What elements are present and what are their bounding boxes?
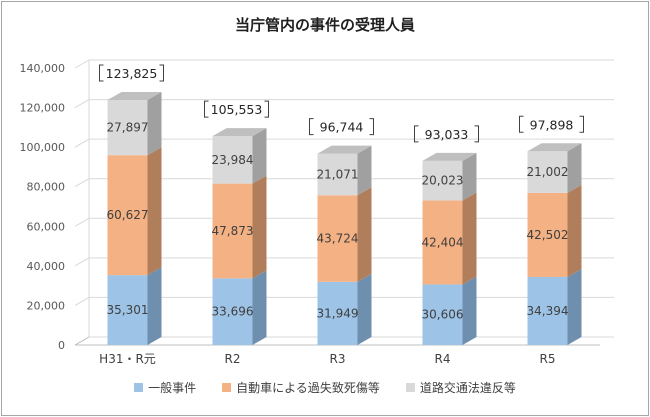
legend-item-series-1: 自動車による過失致死傷等 [222, 379, 380, 396]
bar-top-face [212, 128, 267, 137]
total-bracket-left [414, 125, 419, 143]
legend-swatch [134, 383, 144, 392]
bar-segment-side [357, 187, 372, 282]
bar-segment [527, 192, 568, 277]
data-label: 21,002 [527, 165, 569, 179]
bar-segment-side [567, 268, 582, 345]
total-bracket-left [204, 100, 209, 118]
bar-segment-side [462, 152, 477, 201]
total-bracket-right [369, 118, 374, 136]
bar-segment [317, 153, 358, 196]
bar-segment-side [357, 145, 372, 196]
chart-title: 当庁管内の事件の受理人員 [234, 16, 415, 34]
legend-label: 道路交通法違反等 [419, 381, 516, 395]
bar-segment [317, 195, 358, 282]
gridline-depth [74, 217, 90, 227]
bar-segment-side [357, 273, 372, 345]
bar-segment [422, 284, 463, 345]
total-bracket-right [474, 125, 479, 143]
total-bracket-right [579, 115, 584, 133]
bar-segment [527, 276, 568, 345]
bar-segment [212, 278, 253, 345]
bar-segment [212, 183, 253, 279]
x-tick-label: R4 [435, 352, 451, 366]
legend-swatch [222, 383, 232, 392]
data-label: 35,301 [107, 303, 149, 317]
gridline-depth [74, 138, 90, 148]
data-label: 27,897 [107, 121, 149, 135]
gridline-depth [74, 178, 90, 188]
legend-item-series-2: 道路交通法違反等 [405, 379, 516, 396]
x-tick-label: R3 [330, 352, 346, 366]
bar-top-face [317, 145, 372, 154]
bar-segment-side [252, 128, 267, 184]
total-bracket-left [309, 118, 314, 136]
bar-segment [422, 160, 463, 201]
bar-segment-side [567, 143, 582, 193]
y-tick-label: 80,000 [27, 181, 66, 194]
gridline-depth [74, 59, 90, 69]
total-label: 105,553 [211, 102, 263, 117]
bar-segment [107, 155, 148, 276]
bar-segment [317, 281, 358, 345]
data-label: 33,696 [212, 305, 254, 319]
legend-label: 一般事件 [148, 381, 197, 395]
floor-depth [74, 336, 90, 346]
gridline-depth [74, 296, 90, 306]
data-label: 47,873 [212, 224, 254, 238]
data-label: 42,502 [527, 228, 569, 242]
bar-segment-side [567, 184, 582, 277]
bar-segment [422, 200, 463, 285]
total-label: 96,744 [320, 120, 364, 135]
data-label: 30,606 [422, 308, 464, 322]
gridline-depth [74, 257, 90, 267]
bar-segment-side [147, 92, 162, 156]
data-label: 34,394 [527, 304, 569, 318]
x-tick-label: H31・R元 [99, 352, 156, 366]
gridline-depth [74, 99, 90, 109]
y-tick-label: 60,000 [27, 220, 66, 233]
data-label: 31,949 [317, 306, 359, 320]
y-tick-label: 40,000 [27, 260, 66, 273]
bar-segment-side [147, 147, 162, 276]
total-bracket-right [159, 64, 164, 82]
y-tick-label: 0 [58, 339, 65, 352]
data-label: 43,724 [317, 232, 359, 246]
bar-segment-side [462, 276, 477, 345]
bar-segment [527, 151, 568, 193]
legend: 一般事件 自動車による過失致死傷等 道路交通法違反等 [0, 379, 650, 396]
data-label: 20,023 [422, 174, 464, 188]
legend-label: 自動車による過失致死傷等 [236, 381, 380, 395]
x-tick-label: R2 [225, 352, 241, 366]
data-label: 42,404 [422, 235, 464, 249]
data-label: 21,071 [317, 167, 359, 181]
y-tick-label: 120,000 [20, 102, 66, 115]
legend-item-series-0: 一般事件 [134, 379, 196, 396]
data-label: 23,984 [212, 153, 254, 167]
y-tick-label: 20,000 [27, 299, 66, 312]
total-bracket-right [264, 100, 269, 118]
bar-segment-side [147, 267, 162, 345]
total-bracket-left [99, 64, 104, 82]
legend-swatch [405, 383, 415, 392]
bar-segment [107, 100, 148, 156]
bar-top-face [107, 92, 162, 101]
total-label: 97,898 [530, 117, 574, 132]
total-label: 93,033 [425, 127, 469, 142]
bar-segment-side [252, 270, 267, 345]
data-label: 60,627 [107, 208, 149, 222]
bar-segment [212, 136, 253, 184]
bar-top-face [422, 152, 477, 161]
total-label: 123,825 [106, 66, 158, 81]
x-tick-label: R5 [540, 352, 556, 366]
bar-segment-side [462, 192, 477, 285]
bar-segment-side [252, 175, 267, 279]
bar-top-face [527, 143, 582, 152]
y-tick-label: 140,000 [20, 62, 66, 75]
bar-segment [107, 275, 148, 345]
total-bracket-left [519, 115, 524, 133]
y-tick-label: 100,000 [20, 141, 66, 154]
